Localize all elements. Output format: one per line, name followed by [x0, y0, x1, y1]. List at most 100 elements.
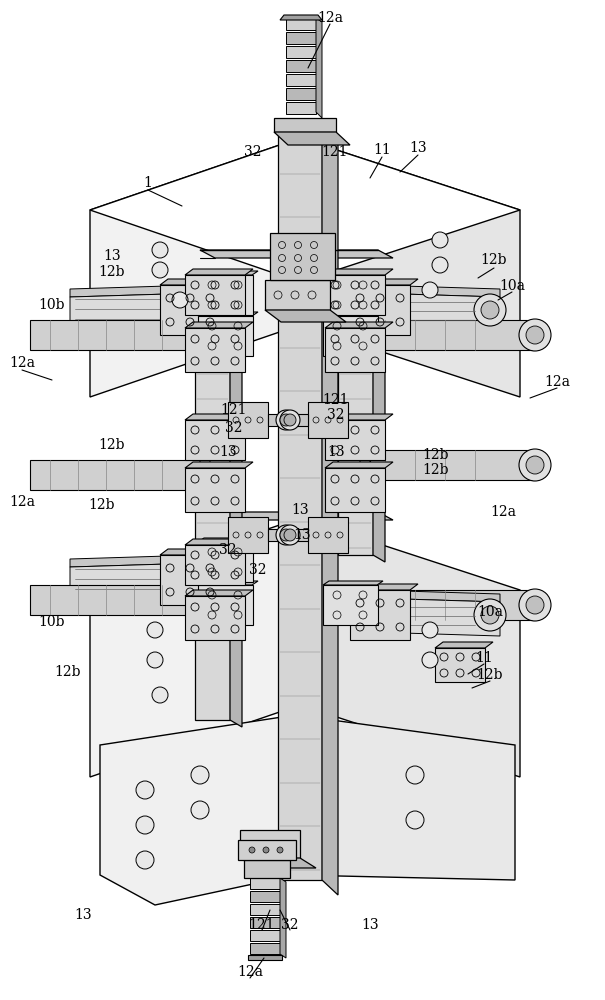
Circle shape — [280, 414, 292, 426]
Circle shape — [284, 529, 296, 541]
Polygon shape — [198, 581, 258, 585]
Polygon shape — [250, 878, 280, 889]
Polygon shape — [286, 18, 316, 30]
Polygon shape — [370, 598, 500, 636]
Text: 13: 13 — [291, 503, 309, 517]
Circle shape — [147, 652, 163, 668]
Polygon shape — [200, 454, 210, 490]
Polygon shape — [185, 545, 245, 585]
Text: 32: 32 — [244, 145, 262, 159]
Polygon shape — [185, 275, 245, 315]
Polygon shape — [435, 642, 493, 648]
Circle shape — [136, 816, 154, 834]
Polygon shape — [240, 858, 316, 868]
Text: 13: 13 — [361, 918, 379, 932]
Polygon shape — [185, 322, 253, 328]
Polygon shape — [290, 414, 308, 426]
Text: 12b: 12b — [423, 448, 450, 462]
Circle shape — [526, 326, 544, 344]
Polygon shape — [198, 312, 258, 316]
Polygon shape — [370, 320, 535, 350]
Circle shape — [152, 242, 168, 258]
Circle shape — [481, 606, 499, 624]
Text: 10a: 10a — [499, 279, 525, 293]
Bar — [323, 585, 378, 625]
Circle shape — [422, 652, 438, 668]
Polygon shape — [228, 517, 268, 553]
Polygon shape — [230, 270, 242, 562]
Circle shape — [276, 410, 296, 430]
Text: 121: 121 — [221, 403, 247, 417]
Polygon shape — [200, 314, 210, 350]
Circle shape — [152, 687, 168, 703]
Polygon shape — [70, 285, 200, 297]
Circle shape — [432, 257, 448, 273]
Text: 1: 1 — [143, 176, 152, 190]
Circle shape — [277, 847, 283, 853]
Polygon shape — [185, 590, 253, 596]
Polygon shape — [240, 830, 300, 858]
Polygon shape — [265, 310, 346, 322]
Text: 12b: 12b — [99, 265, 125, 279]
Text: 12a: 12a — [9, 356, 35, 370]
Polygon shape — [360, 444, 370, 480]
Circle shape — [406, 766, 424, 784]
Polygon shape — [248, 955, 282, 960]
Bar — [323, 275, 378, 315]
Text: 32: 32 — [225, 421, 243, 435]
Polygon shape — [250, 930, 280, 941]
Text: 10b: 10b — [39, 298, 65, 312]
Polygon shape — [270, 233, 335, 280]
Polygon shape — [280, 15, 322, 20]
Polygon shape — [300, 518, 520, 777]
Polygon shape — [370, 293, 500, 331]
Polygon shape — [250, 943, 280, 954]
Polygon shape — [286, 88, 316, 100]
Circle shape — [519, 449, 551, 481]
Polygon shape — [160, 555, 220, 605]
Polygon shape — [195, 540, 230, 720]
Polygon shape — [286, 60, 316, 72]
Polygon shape — [198, 271, 258, 275]
Polygon shape — [160, 279, 228, 285]
Polygon shape — [185, 539, 253, 545]
Text: 13: 13 — [293, 528, 311, 542]
Polygon shape — [360, 314, 370, 350]
Circle shape — [147, 622, 163, 638]
Circle shape — [519, 319, 551, 351]
Text: 121: 121 — [322, 393, 349, 407]
Circle shape — [191, 766, 209, 784]
Circle shape — [474, 294, 506, 326]
Polygon shape — [323, 312, 383, 316]
Text: 13: 13 — [103, 249, 121, 263]
Circle shape — [432, 232, 448, 248]
Circle shape — [172, 292, 188, 308]
Text: 13: 13 — [219, 445, 237, 459]
Polygon shape — [244, 860, 290, 878]
Polygon shape — [290, 529, 308, 541]
Bar — [198, 275, 253, 315]
Polygon shape — [250, 891, 280, 902]
Circle shape — [136, 781, 154, 799]
Polygon shape — [70, 555, 200, 567]
Polygon shape — [316, 18, 322, 118]
Polygon shape — [370, 450, 535, 480]
Polygon shape — [30, 460, 200, 490]
Circle shape — [280, 410, 300, 430]
Text: 10a: 10a — [477, 605, 503, 619]
Polygon shape — [338, 270, 373, 555]
Text: 12a: 12a — [490, 505, 516, 519]
Circle shape — [519, 589, 551, 621]
Circle shape — [152, 262, 168, 278]
Polygon shape — [238, 840, 296, 860]
Polygon shape — [325, 420, 385, 460]
Polygon shape — [435, 648, 485, 682]
Circle shape — [263, 847, 269, 853]
Circle shape — [474, 599, 506, 631]
Polygon shape — [185, 414, 253, 420]
Polygon shape — [360, 584, 370, 620]
Circle shape — [280, 525, 300, 545]
Polygon shape — [100, 715, 295, 905]
Polygon shape — [350, 590, 410, 640]
Polygon shape — [195, 270, 230, 555]
